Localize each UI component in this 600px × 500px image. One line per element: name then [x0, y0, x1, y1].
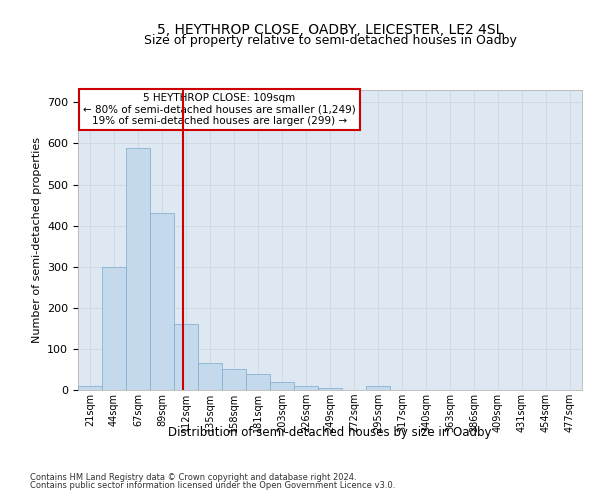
- Bar: [366, 386, 390, 390]
- Bar: [318, 388, 342, 390]
- Bar: [150, 214, 174, 390]
- Y-axis label: Number of semi-detached properties: Number of semi-detached properties: [32, 137, 41, 343]
- Bar: [222, 370, 246, 390]
- Text: Contains HM Land Registry data © Crown copyright and database right 2024.: Contains HM Land Registry data © Crown c…: [30, 472, 356, 482]
- Text: Contains public sector information licensed under the Open Government Licence v3: Contains public sector information licen…: [30, 481, 395, 490]
- Text: Size of property relative to semi-detached houses in Oadby: Size of property relative to semi-detach…: [143, 34, 517, 47]
- Text: Distribution of semi-detached houses by size in Oadby: Distribution of semi-detached houses by …: [168, 426, 492, 439]
- Text: 5 HEYTHROP CLOSE: 109sqm
← 80% of semi-detached houses are smaller (1,249)
19% o: 5 HEYTHROP CLOSE: 109sqm ← 80% of semi-d…: [83, 93, 355, 126]
- Bar: [198, 364, 222, 390]
- Bar: [174, 324, 198, 390]
- Bar: [246, 374, 270, 390]
- Bar: [78, 386, 102, 390]
- Bar: [270, 382, 294, 390]
- Bar: [126, 148, 150, 390]
- Text: 5, HEYTHROP CLOSE, OADBY, LEICESTER, LE2 4SL: 5, HEYTHROP CLOSE, OADBY, LEICESTER, LE2…: [157, 22, 503, 36]
- Bar: [294, 386, 318, 390]
- Bar: [102, 266, 126, 390]
